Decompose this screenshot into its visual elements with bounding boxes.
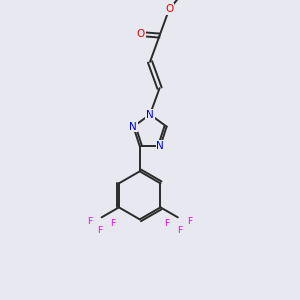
Text: O: O bbox=[137, 29, 145, 39]
Text: N: N bbox=[156, 141, 164, 151]
Text: F: F bbox=[178, 226, 183, 235]
Text: F: F bbox=[87, 217, 92, 226]
Text: N: N bbox=[146, 110, 154, 119]
Text: F: F bbox=[164, 219, 169, 228]
Text: F: F bbox=[97, 226, 102, 235]
Text: F: F bbox=[188, 217, 193, 226]
Text: N: N bbox=[130, 122, 137, 132]
Text: O: O bbox=[165, 4, 173, 14]
Text: F: F bbox=[110, 219, 116, 228]
